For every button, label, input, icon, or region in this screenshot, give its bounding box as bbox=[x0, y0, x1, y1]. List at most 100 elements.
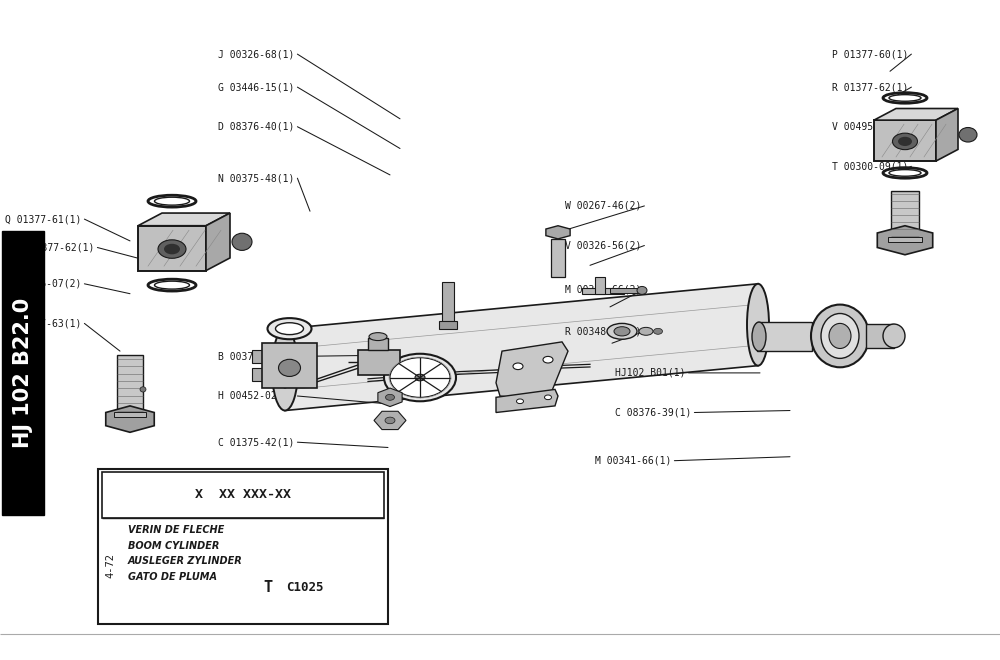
Polygon shape bbox=[285, 284, 758, 411]
Text: C 01375-42(1): C 01375-42(1) bbox=[218, 437, 294, 447]
Ellipse shape bbox=[544, 395, 552, 399]
Bar bbox=[252, 350, 264, 363]
Bar bbox=[2, 231, 44, 515]
Text: V 00496-07(2): V 00496-07(2) bbox=[5, 279, 81, 289]
Bar bbox=[368, 338, 388, 350]
Polygon shape bbox=[496, 389, 558, 412]
Polygon shape bbox=[496, 342, 568, 399]
Text: M 00341-66(2): M 00341-66(2) bbox=[565, 284, 641, 294]
Ellipse shape bbox=[154, 197, 190, 205]
Ellipse shape bbox=[959, 127, 977, 142]
Ellipse shape bbox=[889, 94, 921, 101]
Bar bbox=[439, 321, 457, 329]
Polygon shape bbox=[374, 411, 406, 430]
Text: N 00375-48(1): N 00375-48(1) bbox=[218, 173, 294, 183]
Ellipse shape bbox=[278, 359, 301, 376]
Ellipse shape bbox=[883, 324, 905, 348]
Polygon shape bbox=[874, 108, 958, 120]
Bar bbox=[442, 282, 454, 322]
Text: H 00452-02(1): H 00452-02(1) bbox=[218, 391, 294, 401]
Text: AUSLEGER ZYLINDER: AUSLEGER ZYLINDER bbox=[128, 556, 243, 566]
Polygon shape bbox=[378, 388, 402, 407]
Bar bbox=[138, 226, 206, 271]
Polygon shape bbox=[546, 226, 570, 239]
Text: T: T bbox=[263, 580, 272, 595]
Ellipse shape bbox=[639, 327, 653, 335]
Bar bbox=[888, 237, 922, 242]
Text: R 01377-62(1): R 01377-62(1) bbox=[18, 242, 94, 253]
Bar bbox=[610, 288, 640, 293]
Ellipse shape bbox=[607, 323, 637, 339]
Text: X  XX XXX-XX: X XX XXX-XX bbox=[195, 488, 291, 502]
Text: B 00378-36(1): B 00378-36(1) bbox=[218, 351, 294, 362]
Ellipse shape bbox=[390, 358, 450, 397]
Polygon shape bbox=[138, 213, 230, 226]
Bar bbox=[102, 472, 384, 518]
Text: D 08376-40(1): D 08376-40(1) bbox=[218, 121, 294, 132]
Text: BOOM CYLINDER: BOOM CYLINDER bbox=[128, 541, 219, 550]
Bar bbox=[117, 355, 143, 414]
Ellipse shape bbox=[154, 281, 190, 289]
Ellipse shape bbox=[821, 314, 859, 358]
Bar bbox=[866, 324, 894, 348]
Text: HJ102 B01(1): HJ102 B01(1) bbox=[615, 368, 686, 378]
Bar bbox=[757, 322, 812, 351]
Ellipse shape bbox=[654, 328, 662, 334]
Ellipse shape bbox=[140, 387, 146, 392]
Ellipse shape bbox=[747, 284, 769, 366]
Ellipse shape bbox=[513, 363, 523, 370]
Polygon shape bbox=[106, 406, 154, 432]
Bar bbox=[874, 120, 936, 161]
Ellipse shape bbox=[385, 417, 395, 424]
Bar bbox=[114, 412, 146, 417]
Bar bbox=[595, 277, 605, 294]
Ellipse shape bbox=[272, 329, 298, 411]
Text: G 03446-15(1): G 03446-15(1) bbox=[218, 82, 294, 92]
Polygon shape bbox=[877, 226, 933, 255]
Text: R 01377-62(1): R 01377-62(1) bbox=[832, 82, 908, 92]
Ellipse shape bbox=[811, 304, 869, 367]
Ellipse shape bbox=[829, 323, 851, 348]
Ellipse shape bbox=[614, 327, 630, 336]
Ellipse shape bbox=[415, 374, 425, 381]
Text: GATO DE PLUMA: GATO DE PLUMA bbox=[128, 572, 217, 582]
Ellipse shape bbox=[158, 240, 186, 258]
Ellipse shape bbox=[164, 244, 180, 254]
Ellipse shape bbox=[278, 351, 292, 388]
Bar bbox=[891, 191, 919, 240]
Text: W 00267-46(2): W 00267-46(2) bbox=[565, 201, 641, 211]
Text: C 08376-39(1): C 08376-39(1) bbox=[615, 407, 691, 418]
Bar bbox=[252, 368, 264, 381]
Bar bbox=[582, 288, 624, 294]
Text: Q 01377-61(1): Q 01377-61(1) bbox=[5, 214, 81, 224]
Polygon shape bbox=[936, 108, 958, 161]
Ellipse shape bbox=[276, 323, 304, 335]
Ellipse shape bbox=[516, 399, 524, 403]
Text: 4-72: 4-72 bbox=[105, 552, 115, 578]
Text: V 00495-07(2): V 00495-07(2) bbox=[832, 121, 908, 132]
Bar bbox=[98, 469, 388, 624]
Ellipse shape bbox=[386, 394, 394, 400]
Ellipse shape bbox=[543, 356, 553, 363]
Bar bbox=[262, 343, 317, 388]
Ellipse shape bbox=[384, 354, 456, 401]
Text: HJ 102 B22.0: HJ 102 B22.0 bbox=[13, 298, 33, 448]
Ellipse shape bbox=[232, 233, 252, 250]
Text: M 00341-66(1): M 00341-66(1) bbox=[595, 455, 671, 466]
Text: V 00326-56(2): V 00326-56(2) bbox=[565, 240, 641, 251]
Text: R 00348-14(2): R 00348-14(2) bbox=[565, 326, 641, 337]
Ellipse shape bbox=[369, 333, 387, 341]
Text: T 00300-09(1): T 00300-09(1) bbox=[832, 161, 908, 172]
Ellipse shape bbox=[898, 137, 912, 146]
Text: C1025: C1025 bbox=[286, 581, 324, 594]
Text: S 01377-63(1): S 01377-63(1) bbox=[5, 318, 81, 329]
Ellipse shape bbox=[889, 170, 921, 176]
Text: J 00326-68(1): J 00326-68(1) bbox=[218, 49, 294, 59]
Ellipse shape bbox=[637, 286, 647, 294]
Text: P 01377-60(1): P 01377-60(1) bbox=[832, 49, 908, 59]
Text: VERIN DE FLECHE: VERIN DE FLECHE bbox=[128, 525, 224, 535]
Ellipse shape bbox=[752, 322, 766, 351]
Ellipse shape bbox=[268, 318, 312, 339]
Polygon shape bbox=[206, 213, 230, 271]
Ellipse shape bbox=[893, 133, 918, 150]
